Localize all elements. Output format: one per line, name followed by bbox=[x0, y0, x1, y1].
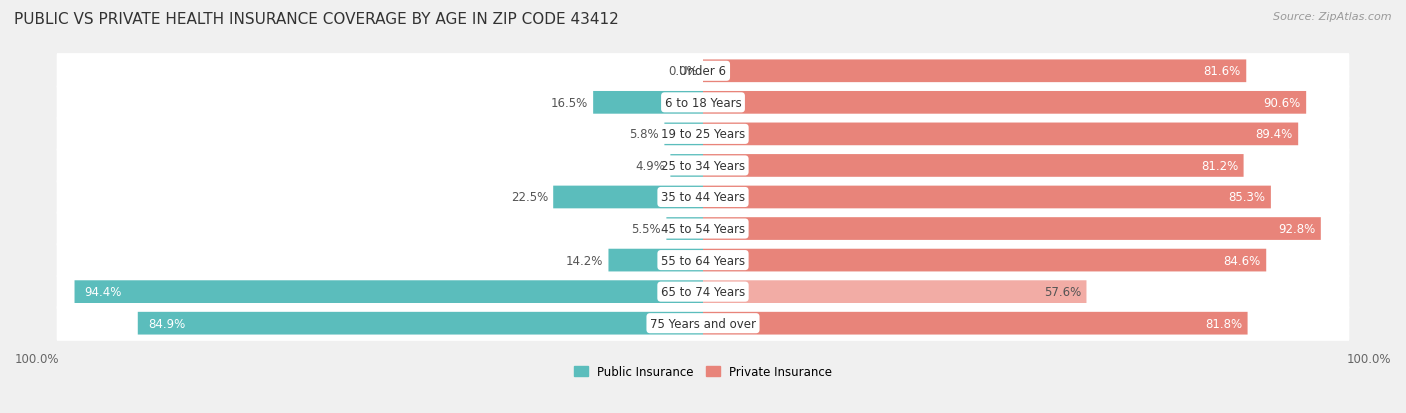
FancyBboxPatch shape bbox=[703, 249, 1267, 272]
FancyBboxPatch shape bbox=[138, 312, 703, 335]
Text: 75 Years and over: 75 Years and over bbox=[650, 317, 756, 330]
Text: 16.5%: 16.5% bbox=[551, 97, 588, 109]
Text: Source: ZipAtlas.com: Source: ZipAtlas.com bbox=[1274, 12, 1392, 22]
Text: 94.4%: 94.4% bbox=[84, 285, 122, 299]
Text: 5.5%: 5.5% bbox=[631, 223, 661, 235]
Legend: Public Insurance, Private Insurance: Public Insurance, Private Insurance bbox=[569, 361, 837, 383]
Text: 92.8%: 92.8% bbox=[1278, 223, 1316, 235]
FancyBboxPatch shape bbox=[56, 243, 1350, 278]
FancyBboxPatch shape bbox=[703, 218, 1320, 240]
Text: 0.0%: 0.0% bbox=[668, 65, 697, 78]
Text: 55 to 64 Years: 55 to 64 Years bbox=[661, 254, 745, 267]
FancyBboxPatch shape bbox=[703, 60, 1246, 83]
Text: 5.8%: 5.8% bbox=[630, 128, 659, 141]
Text: 84.6%: 84.6% bbox=[1223, 254, 1261, 267]
FancyBboxPatch shape bbox=[75, 280, 703, 303]
Text: 81.6%: 81.6% bbox=[1204, 65, 1241, 78]
Text: 81.2%: 81.2% bbox=[1201, 159, 1239, 173]
Text: 45 to 54 Years: 45 to 54 Years bbox=[661, 223, 745, 235]
Text: 35 to 44 Years: 35 to 44 Years bbox=[661, 191, 745, 204]
FancyBboxPatch shape bbox=[703, 92, 1306, 114]
FancyBboxPatch shape bbox=[666, 218, 703, 240]
Text: 84.9%: 84.9% bbox=[148, 317, 186, 330]
FancyBboxPatch shape bbox=[56, 274, 1350, 310]
FancyBboxPatch shape bbox=[56, 54, 1350, 89]
FancyBboxPatch shape bbox=[56, 180, 1350, 215]
Text: 25 to 34 Years: 25 to 34 Years bbox=[661, 159, 745, 173]
FancyBboxPatch shape bbox=[56, 306, 1350, 341]
FancyBboxPatch shape bbox=[609, 249, 703, 272]
FancyBboxPatch shape bbox=[56, 117, 1350, 152]
Text: 57.6%: 57.6% bbox=[1043, 285, 1081, 299]
FancyBboxPatch shape bbox=[593, 92, 703, 114]
FancyBboxPatch shape bbox=[703, 186, 1271, 209]
Text: 4.9%: 4.9% bbox=[636, 159, 665, 173]
FancyBboxPatch shape bbox=[671, 155, 703, 177]
Text: 65 to 74 Years: 65 to 74 Years bbox=[661, 285, 745, 299]
FancyBboxPatch shape bbox=[665, 123, 703, 146]
FancyBboxPatch shape bbox=[56, 148, 1350, 184]
FancyBboxPatch shape bbox=[703, 280, 1087, 303]
Text: 6 to 18 Years: 6 to 18 Years bbox=[665, 97, 741, 109]
FancyBboxPatch shape bbox=[703, 123, 1298, 146]
Text: 14.2%: 14.2% bbox=[565, 254, 603, 267]
Text: 19 to 25 Years: 19 to 25 Years bbox=[661, 128, 745, 141]
FancyBboxPatch shape bbox=[703, 312, 1247, 335]
Text: 90.6%: 90.6% bbox=[1264, 97, 1301, 109]
Text: Under 6: Under 6 bbox=[679, 65, 727, 78]
FancyBboxPatch shape bbox=[703, 155, 1243, 177]
Text: 22.5%: 22.5% bbox=[510, 191, 548, 204]
Text: PUBLIC VS PRIVATE HEALTH INSURANCE COVERAGE BY AGE IN ZIP CODE 43412: PUBLIC VS PRIVATE HEALTH INSURANCE COVER… bbox=[14, 12, 619, 27]
FancyBboxPatch shape bbox=[56, 85, 1350, 121]
Text: 89.4%: 89.4% bbox=[1256, 128, 1294, 141]
Text: 85.3%: 85.3% bbox=[1229, 191, 1265, 204]
Text: 81.8%: 81.8% bbox=[1205, 317, 1243, 330]
FancyBboxPatch shape bbox=[56, 211, 1350, 247]
FancyBboxPatch shape bbox=[553, 186, 703, 209]
